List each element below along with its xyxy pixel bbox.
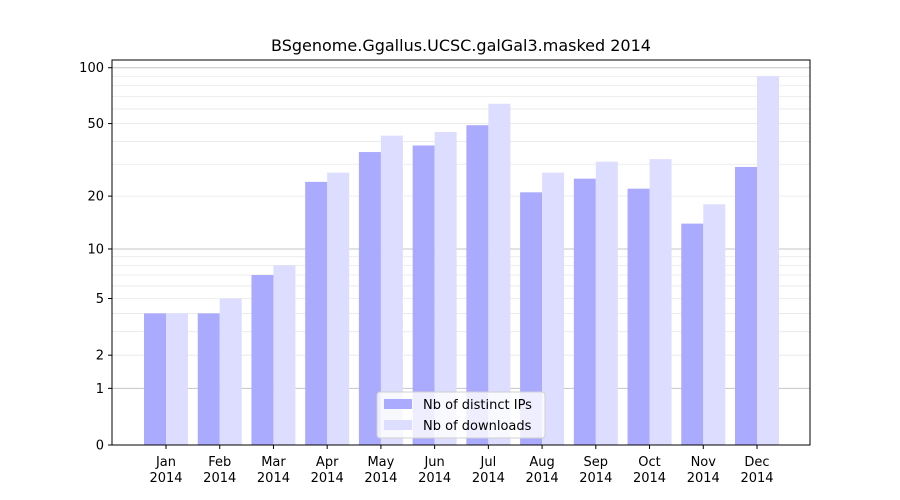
x-tick-label-year: 2014 bbox=[633, 471, 666, 486]
bar-distinct-ips bbox=[251, 275, 274, 445]
y-tick-label: 50 bbox=[87, 117, 104, 132]
bar-distinct-ips bbox=[627, 188, 650, 445]
x-tick-label-month: Mar bbox=[261, 455, 286, 470]
bar-distinct-ips bbox=[520, 192, 543, 445]
bar-distinct-ips bbox=[735, 166, 757, 445]
x-tick-label-month: Jan bbox=[155, 455, 176, 470]
x-tick-label-year: 2014 bbox=[472, 471, 505, 486]
bar-downloads bbox=[542, 172, 565, 445]
x-tick-label-month: Aug bbox=[529, 455, 554, 470]
x-tick-label-year: 2014 bbox=[364, 471, 397, 486]
y-tick-label: 2 bbox=[96, 349, 104, 364]
plot-area-frame bbox=[111, 59, 811, 446]
bar-downloads bbox=[166, 313, 188, 445]
bar-downloads bbox=[219, 298, 242, 445]
x-tick-label-year: 2014 bbox=[526, 471, 559, 486]
y-tick-label: 10 bbox=[87, 242, 104, 257]
x-tick-label-year: 2014 bbox=[311, 471, 344, 486]
y-tick-label: 20 bbox=[87, 190, 104, 205]
legend-swatch bbox=[384, 420, 412, 430]
bar-distinct-ips bbox=[144, 313, 166, 445]
y-tick-label: 0 bbox=[96, 439, 104, 454]
bar-downloads bbox=[757, 76, 779, 446]
x-tick-label-year: 2014 bbox=[579, 471, 612, 486]
x-tick-label-month: Jul bbox=[480, 455, 497, 470]
x-axis: Jan2014Feb2014Mar2014Apr2014May2014Jun20… bbox=[149, 445, 774, 486]
bar-downloads bbox=[273, 265, 296, 445]
x-tick-label-month: Sep bbox=[584, 455, 609, 470]
bar-distinct-ips bbox=[681, 223, 704, 445]
legend-swatch bbox=[384, 399, 412, 409]
x-tick-label-year: 2014 bbox=[687, 471, 720, 486]
x-tick-label-month: Jun bbox=[423, 455, 444, 470]
legend: Nb of distinct IPs Nb of downloads bbox=[376, 391, 546, 439]
bar-distinct-ips bbox=[412, 145, 435, 445]
bar-distinct-ips bbox=[358, 152, 381, 445]
x-tick-label-month: Feb bbox=[208, 455, 231, 470]
x-tick-label-year: 2014 bbox=[203, 471, 236, 486]
x-tick-label-month: May bbox=[367, 455, 394, 470]
x-tick-label-year: 2014 bbox=[257, 471, 290, 486]
bar-distinct-ips bbox=[197, 313, 220, 445]
bar-distinct-ips bbox=[573, 178, 596, 445]
bar-downloads bbox=[595, 161, 618, 445]
bars bbox=[144, 76, 779, 446]
x-tick-label-month: Nov bbox=[691, 455, 717, 470]
x-tick-label-month: Dec bbox=[744, 455, 769, 470]
x-tick-label-month: Apr bbox=[316, 455, 339, 470]
x-tick-label-year: 2014 bbox=[740, 471, 773, 486]
y-tick-label: 1 bbox=[96, 382, 104, 397]
bar-distinct-ips bbox=[466, 125, 489, 445]
bar-downloads bbox=[434, 132, 457, 445]
x-tick-label-year: 2014 bbox=[149, 471, 182, 486]
y-tick-label: 5 bbox=[96, 292, 104, 307]
bar-downloads bbox=[488, 103, 511, 445]
bar-downloads bbox=[327, 172, 350, 445]
y-tick-label: 100 bbox=[79, 61, 104, 76]
bar-downloads bbox=[703, 204, 726, 445]
legend-label: Nb of downloads bbox=[423, 419, 532, 434]
chart-title: BSgenome.Ggallus.UCSC.galGal3.masked 201… bbox=[271, 36, 651, 55]
x-tick-label-year: 2014 bbox=[418, 471, 451, 486]
legend-box bbox=[376, 391, 546, 439]
x-tick-label-month: Oct bbox=[638, 455, 660, 470]
bar-distinct-ips bbox=[305, 181, 328, 446]
bar-downloads bbox=[649, 159, 672, 445]
y-axis: 0 1 2 5 10 20 50 100 bbox=[79, 61, 112, 454]
legend-label: Nb of distinct IPs bbox=[423, 398, 532, 413]
bar-downloads bbox=[380, 135, 403, 445]
